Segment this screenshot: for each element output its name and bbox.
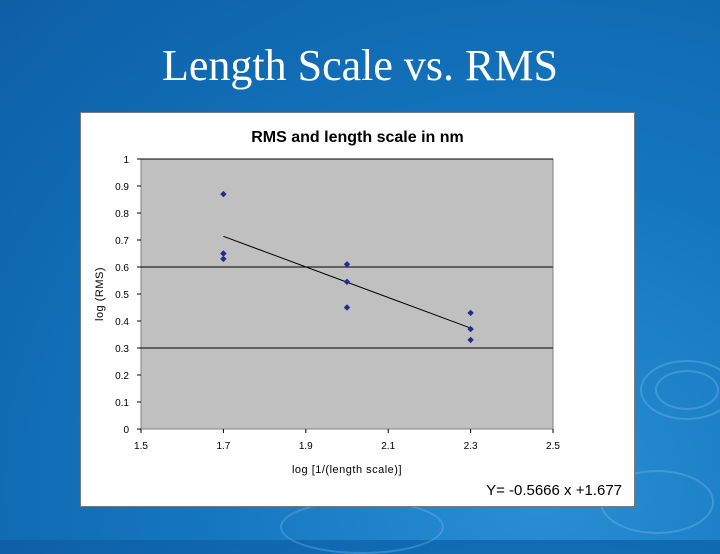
x-tick-label: 1.9 <box>299 441 313 452</box>
x-axis-label: log [1/(length scale)] <box>292 464 402 476</box>
x-tick-label: 2.5 <box>546 441 560 452</box>
slide-title: Length Scale vs. RMS <box>162 41 558 90</box>
data-point <box>343 261 351 268</box>
chart-title: RMS and length scale in nm <box>251 129 464 146</box>
x-tick-label: 2.1 <box>381 441 395 452</box>
water-ripple-decoration <box>280 500 444 554</box>
water-ripple-decoration <box>640 360 720 420</box>
y-tick-label: 0.8 <box>115 209 129 220</box>
scatter-plot: 0 0.1 0.2 0.3 0.4 0.5 0.6 0.7 0.8 0.9 1 1.5 1.7 1.9 2.… <box>94 155 560 476</box>
y-tick-label: 0.9 <box>115 182 129 193</box>
y-tick-label: 0.7 <box>115 236 129 247</box>
data-point <box>343 278 351 286</box>
y-tick-label: 0 <box>123 425 129 436</box>
data-point <box>220 190 227 198</box>
data-point <box>343 304 351 311</box>
plot-area <box>140 158 554 430</box>
y-tick-label: 0.3 <box>115 344 129 355</box>
data-point <box>467 309 474 317</box>
y-tick-label: 0.1 <box>115 398 129 409</box>
y-axis-label: log (RMS) <box>94 267 106 321</box>
chart-panel: RMS and length scale in nm 0 0.1 0.2 0.3 0.4… <box>80 112 635 507</box>
x-tick-label: 2.3 <box>464 441 478 452</box>
data-point <box>467 325 474 333</box>
data-point <box>220 250 227 257</box>
y-tick-label: 1 <box>123 155 129 166</box>
data-point <box>467 336 474 344</box>
y-tick-label: 0.2 <box>115 371 129 382</box>
x-tick-label: 1.5 <box>134 441 148 452</box>
x-tick-label: 1.7 <box>216 441 230 452</box>
y-tick-label: 0.5 <box>115 290 129 301</box>
trendline-equation: Y= -0.5666 x +1.677 <box>486 482 622 499</box>
y-tick-label: 0.6 <box>115 263 129 274</box>
y-tick-label: 0.4 <box>115 317 129 328</box>
